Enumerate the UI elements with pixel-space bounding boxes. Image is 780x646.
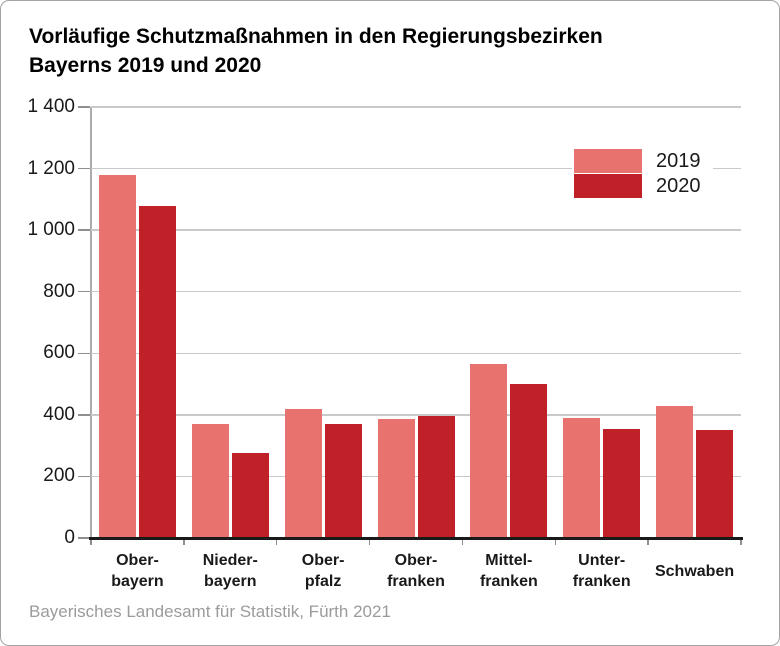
legend-swatch-2019 [574,149,642,173]
y-tick-label-800: 800 [43,280,75,302]
gridline-y-400 [91,414,741,416]
x-category-label-oberbayern: Ober- bayern [111,552,164,590]
y-tick-1200 [78,167,90,170]
x-boundary-tick-6 [647,540,649,545]
x-boundary-tick-5 [554,540,557,545]
x-boundary-tick-0 [90,540,92,545]
y-tick-label-0: 0 [64,527,75,548]
x-category-label-oberfranken: Ober- franken [387,552,445,590]
y-tick-0 [78,537,90,539]
plot-area: 2019 2020 0 200 400 600 800 1 000 1 200 1 400 Obe… [27,96,743,590]
gridline-y-200 [91,475,741,478]
bar-2020-oberbayern [138,205,176,538]
y-tick-600 [78,352,90,355]
chart-title: Vorläufige Schutzmaßnahmen in den Regier… [29,25,603,77]
gridline-y-1200 [91,167,741,170]
x-axis-baseline [89,536,743,540]
bar-2019-mittelfranken [470,364,508,538]
gridline-y-1400 [91,106,741,108]
gridline-y-1000 [91,229,741,231]
y-tick-label-600: 600 [43,342,75,364]
x-boundary-tick-7 [740,540,742,545]
legend-label-2020: 2020 [656,174,701,197]
y-tick-label-400: 400 [43,403,75,425]
legend-item-2020: 2020 [574,174,701,198]
source-credit: Bayerisches Landesamt für Statistik, Für… [29,602,391,621]
x-category-label-unterfranken: Unter- franken [572,552,631,590]
bar-2020-oberfranken [417,416,455,538]
x-category-label-oberpfalz: Ober- pfalz [301,552,345,590]
legend-label-2019: 2019 [656,149,701,172]
bar-2019-schwaben [656,405,694,538]
legend-swatch-2020 [574,174,642,198]
x-boundary-tick-4 [461,540,464,545]
gridline-y-600 [91,352,741,355]
legend: 2019 2020 [572,147,713,200]
bar-2019-oberbayern [98,174,136,538]
y-tick-400 [78,414,90,416]
y-tick-1400 [78,106,90,108]
bar-2019-oberpfalz [284,408,322,538]
y-tick-1000 [78,229,90,231]
bar-2020-niederbayern [231,453,269,538]
x-category-label-niederbayern: Nieder- bayern [202,552,258,590]
legend-item-2019: 2019 [574,149,701,173]
bar-2020-unterfranken [603,428,641,538]
x-category-label-schwaben: Schwaben [654,562,735,580]
y-tick-label-1200: 1 200 [27,157,75,179]
y-tick-label-1000: 1 000 [27,219,75,241]
x-category-label-mittelfranken: Mittel- franken [479,552,538,590]
bar-2019-unterfranken [563,417,601,538]
bar-2019-niederbayern [191,424,229,538]
y-tick-200 [78,475,90,478]
x-boundary-tick-3 [368,540,371,545]
bar-2020-schwaben [696,430,734,538]
bar-2020-mittelfranken [510,384,548,538]
y-tick-label-200: 200 [43,465,75,487]
gridline-y-800 [91,290,741,293]
x-boundary-tick-1 [183,540,185,545]
bar-2019-oberfranken [377,419,415,538]
y-axis-line [90,107,92,538]
x-boundary-tick-2 [275,540,278,545]
y-tick-800 [78,290,90,293]
y-tick-label-1400: 1 400 [27,96,75,117]
bar-2020-oberpfalz [324,424,362,538]
